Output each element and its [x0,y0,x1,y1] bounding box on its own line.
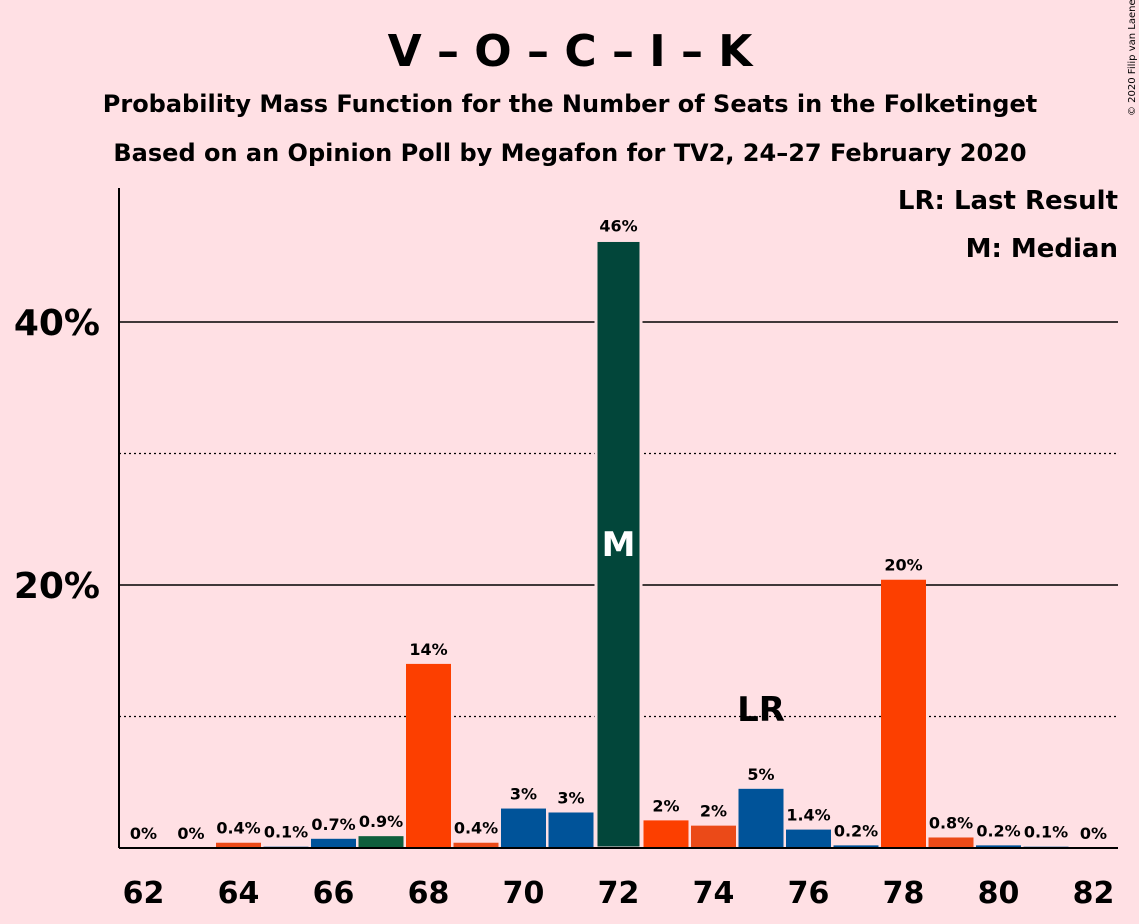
x-tick-label: 78 [883,876,925,911]
data-label-seat-75: 5% [747,765,774,784]
axes [118,188,1118,849]
x-tick-label: 66 [313,876,355,911]
x-tick-label: 70 [503,876,545,911]
data-label-seat-62: 0% [130,824,157,843]
x-tick-label: 82 [1073,876,1115,911]
y-ticks: 20% 40% [14,303,100,607]
data-label-seat-81: 0.1% [1024,823,1068,842]
data-label-seat-73: 2% [652,796,679,815]
bar-seat-72 [594,238,643,850]
data-labels: 0% 0% 0.4% 0.1% 0.7% 0.9%14%0.4%3% 3%46%2% 2%5%… [130,216,1107,843]
data-label-seat-78: 20% [884,556,922,575]
data-label-seat-76: 1.4% [786,806,830,825]
x-ticks: 62 64 66 68 70 72 74 76 78 80 82 [123,876,1115,911]
legend-last-result: LR: Last Result [898,186,1118,216]
y-tick-label: 20% [14,566,100,607]
data-label-seat-71: 3% [557,788,584,807]
data-label-seat-77: 0.2% [834,821,878,840]
bar-seat-80 [976,845,1021,848]
bar-seat-68 [406,663,451,848]
bar-seat-77 [833,845,879,848]
bar-seat-66 [311,838,356,848]
y-tick-label: 40% [14,303,100,344]
data-label-seat-64: 0.4% [216,819,260,838]
data-label-seat-69: 0.4% [454,819,498,838]
data-label-seat-79: 0.8% [929,813,973,832]
data-label-seat-65: 0.1% [264,823,308,842]
last-result-marker: LR [737,690,785,730]
x-tick-label: 80 [978,876,1020,911]
chart-subtitle-1: Probability Mass Function for the Number… [103,90,1037,118]
x-tick-label: 76 [788,876,830,911]
data-label-seat-80: 0.2% [976,821,1020,840]
markers: M LR [602,525,785,730]
bar-seat-78 [881,579,926,848]
bar-seat-74 [691,825,736,848]
legend-median: M: Median [966,234,1118,264]
chart-subtitle-2: Based on an Opinion Poll by Megafon for … [113,139,1026,167]
data-label-seat-68: 14% [409,640,447,659]
bar-seat-73 [643,820,689,848]
data-label-seat-63: 0% [177,824,204,843]
data-label-seat-72: 46% [599,216,637,235]
bar-seat-75 [738,788,784,848]
median-marker: M [602,525,636,565]
x-tick-label: 62 [123,876,165,911]
x-tick-label: 74 [693,876,735,911]
bar-seat-67 [358,836,404,848]
data-label-seat-66: 0.7% [311,815,355,834]
bar-seat-69 [453,842,499,848]
data-label-seat-70: 3% [510,785,537,804]
bar-seat-64 [216,842,261,848]
bar-seat-76 [786,829,831,848]
bar-seat-70 [501,808,546,848]
x-tick-label: 64 [218,876,260,911]
x-tick-label: 68 [408,876,450,911]
data-label-seat-82: 0% [1080,824,1107,843]
bar-seat-79 [928,837,974,848]
bar-seat-71 [548,812,594,848]
data-label-seat-67: 0.9% [359,812,403,831]
copyright-text: © 2020 Filip van Laenen [1127,0,1138,116]
data-label-seat-74: 2% [700,802,727,821]
x-tick-label: 72 [598,876,640,911]
chart-title: V – O – C – I – K [388,26,755,77]
bars [216,238,1069,850]
